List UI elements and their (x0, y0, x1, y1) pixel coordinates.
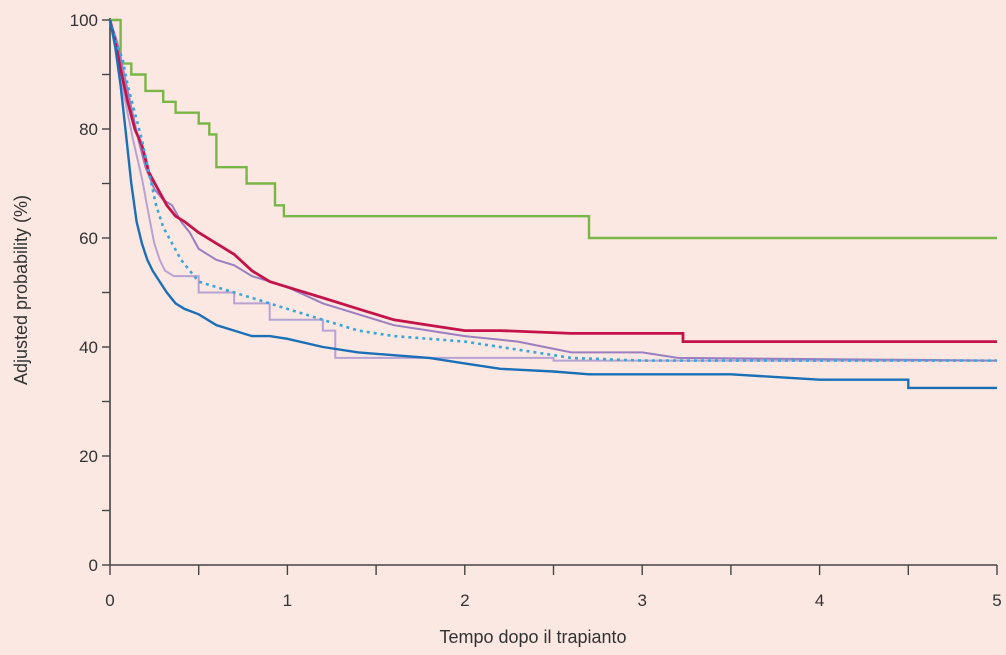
series-line-4 (108, 19, 997, 343)
y-axis-title: Adjusted probability (%) (11, 195, 31, 385)
x-tick-label: 3 (637, 591, 646, 610)
series-line-1 (110, 18, 997, 240)
x-axis-title: Tempo dopo il trapianto (439, 627, 626, 647)
x-tick-label: 4 (815, 591, 824, 610)
x-tick-label: 5 (992, 591, 1001, 610)
y-tick-label: 60 (79, 229, 98, 248)
axes: 0 20 40 60 80 100 0 1 2 3 4 5 (70, 11, 1002, 610)
y-tick-label: 20 (79, 447, 98, 466)
y-tick-label: 0 (89, 556, 98, 575)
x-tick-label: 0 (105, 591, 114, 610)
x-tick-label: 2 (460, 591, 469, 610)
series-group (108, 18, 998, 390)
series-line-3 (109, 19, 998, 362)
series-line-2 (109, 19, 997, 362)
series-line-5 (108, 19, 997, 362)
series-line-6 (108, 19, 997, 390)
x-tick-label: 1 (283, 591, 292, 610)
y-tick-label: 40 (79, 338, 98, 357)
y-tick-label: 80 (79, 120, 98, 139)
y-tick-label: 100 (70, 11, 98, 30)
